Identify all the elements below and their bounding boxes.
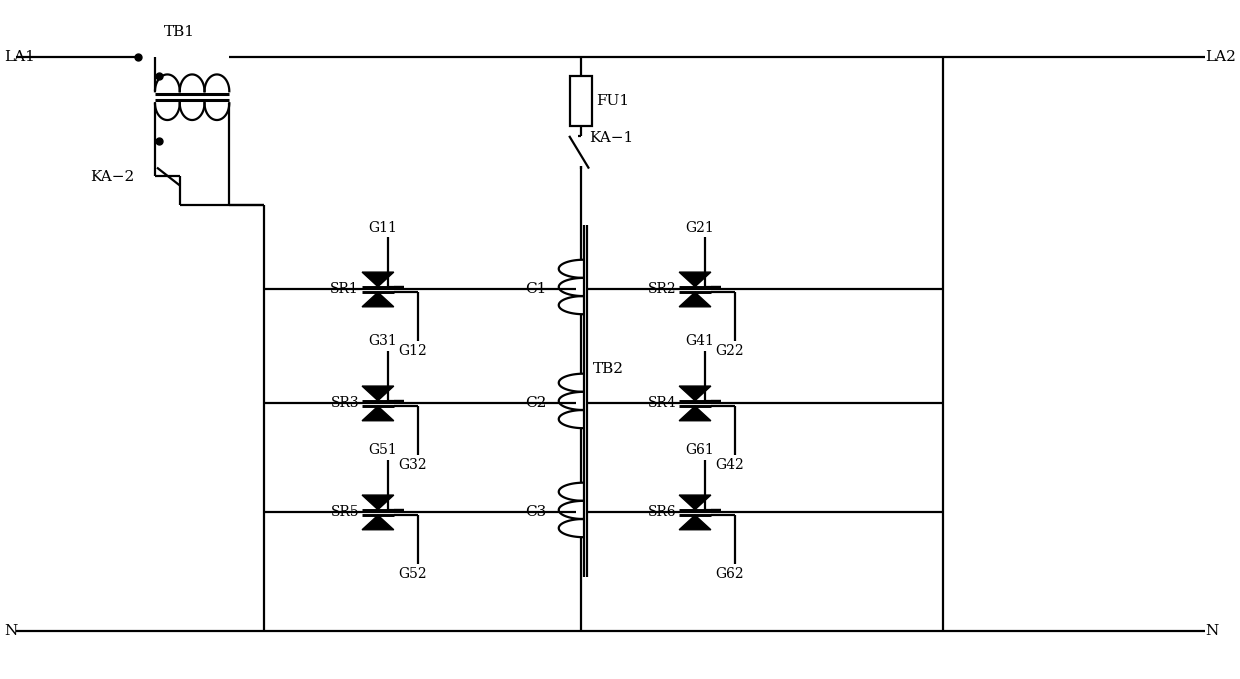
- Text: N: N: [5, 624, 17, 638]
- Text: G41: G41: [686, 335, 714, 348]
- Polygon shape: [362, 515, 394, 530]
- Text: G52: G52: [398, 568, 427, 581]
- Text: TB2: TB2: [593, 362, 624, 375]
- Text: KA−1: KA−1: [589, 131, 634, 145]
- Text: G62: G62: [715, 568, 744, 581]
- Text: G31: G31: [368, 335, 397, 348]
- Polygon shape: [362, 272, 394, 287]
- Text: G12: G12: [398, 344, 427, 359]
- Polygon shape: [362, 406, 394, 421]
- Polygon shape: [680, 272, 711, 287]
- Bar: [570, 77, 591, 126]
- Text: C3: C3: [525, 505, 547, 519]
- Text: G51: G51: [368, 443, 397, 458]
- Text: SR5: SR5: [331, 505, 360, 519]
- Polygon shape: [362, 292, 394, 307]
- Polygon shape: [680, 495, 711, 510]
- Text: SR4: SR4: [647, 397, 676, 410]
- Text: G11: G11: [368, 221, 397, 234]
- Text: G61: G61: [686, 443, 714, 458]
- Text: G21: G21: [686, 221, 714, 234]
- Text: G42: G42: [715, 458, 744, 473]
- Polygon shape: [680, 292, 711, 307]
- Polygon shape: [362, 495, 394, 510]
- Text: C1: C1: [525, 282, 547, 297]
- Text: LA2: LA2: [1205, 50, 1236, 64]
- Text: C2: C2: [525, 397, 547, 410]
- Polygon shape: [362, 386, 394, 401]
- Polygon shape: [680, 406, 711, 421]
- Text: SR1: SR1: [330, 282, 360, 297]
- Text: KA−2: KA−2: [91, 170, 135, 185]
- Polygon shape: [680, 515, 711, 530]
- Text: G32: G32: [398, 458, 427, 473]
- Text: LA1: LA1: [5, 50, 35, 64]
- Text: G22: G22: [715, 344, 744, 359]
- Text: SR6: SR6: [647, 505, 676, 519]
- Text: SR2: SR2: [647, 282, 676, 297]
- Text: FU1: FU1: [596, 94, 629, 108]
- Text: TB1: TB1: [164, 25, 195, 39]
- Polygon shape: [680, 386, 711, 401]
- Text: SR3: SR3: [331, 397, 360, 410]
- Text: N: N: [1205, 624, 1219, 638]
